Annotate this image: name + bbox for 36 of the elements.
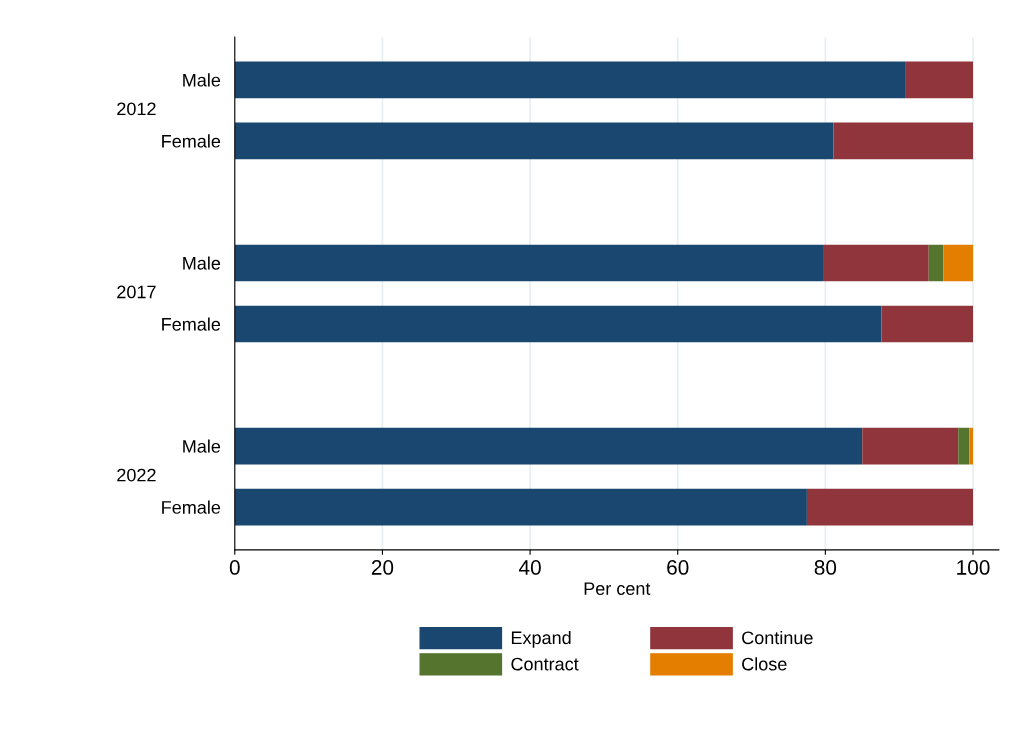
bar	[833, 122, 974, 160]
bar	[234, 244, 824, 282]
bar	[234, 61, 906, 99]
text: 2012	[117, 102, 156, 116]
legend-label: Contract	[511, 657, 579, 671]
text: 2017	[117, 285, 156, 299]
bar	[234, 427, 863, 465]
x-axis-title: Per cent	[584, 582, 651, 595]
x-tick-label: 80	[814, 560, 837, 575]
bar	[958, 427, 970, 465]
bar	[806, 488, 974, 526]
legend-label: Close	[742, 657, 787, 671]
bar	[862, 427, 959, 465]
bar	[969, 427, 974, 465]
y-tick-label: Female	[162, 500, 221, 514]
legend-label: Continue	[742, 630, 813, 645]
y-tick-label: Female	[162, 317, 221, 331]
x-tick-label: 100	[957, 560, 990, 575]
bar	[823, 244, 929, 282]
bar	[928, 244, 944, 282]
y-tick-label: Male	[183, 256, 221, 270]
bar	[905, 61, 974, 99]
x-tick-label: 20	[371, 560, 394, 575]
bar	[234, 122, 834, 160]
text: 2022	[117, 468, 156, 482]
bar	[881, 305, 974, 343]
x-tick-label: 40	[518, 560, 541, 575]
legend-label: Expand	[511, 630, 571, 648]
x-tick-label: 60	[667, 560, 689, 575]
bar	[943, 244, 974, 282]
bar	[234, 488, 807, 526]
bar	[234, 305, 882, 343]
x-tick-label: 0	[229, 560, 240, 575]
y-tick-label: Female	[162, 134, 221, 148]
y-tick-label: Male	[183, 73, 221, 87]
y-tick-label: Male	[183, 439, 221, 453]
